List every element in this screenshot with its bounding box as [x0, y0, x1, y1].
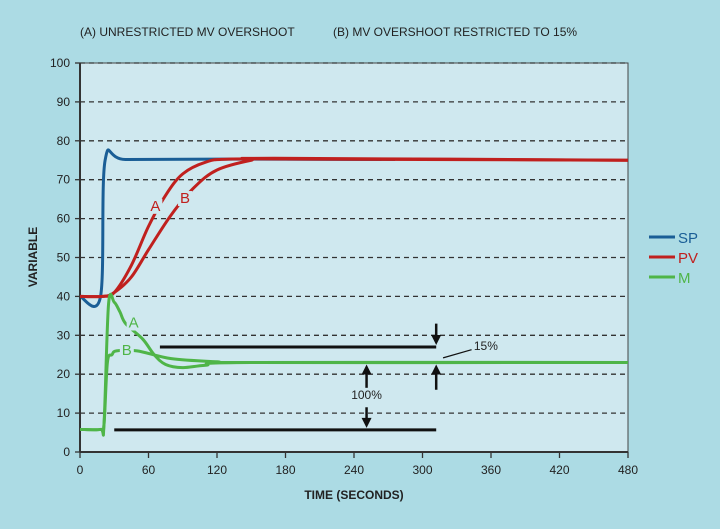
span-down-arrow-icon: [361, 417, 372, 428]
series-label: A: [129, 315, 139, 332]
y-tick-label: 60: [57, 212, 71, 226]
grid: [80, 62, 628, 414]
x-axis-label: TIME (SECONDS): [304, 488, 403, 502]
span-100-label: 100%: [351, 388, 382, 402]
limit-leader-line: [442, 349, 472, 359]
x-tick-label: 420: [549, 463, 569, 477]
x-tick-label: 180: [275, 463, 295, 477]
axis-ticks: 0 10 20 30 40 50 60 70 80 90 100 0 60 120 180 240 300 360…: [50, 56, 638, 477]
x-tick-label: 0: [77, 463, 84, 477]
title-b: (B) MV OVERSHOOT RESTRICTED TO 15%: [333, 25, 577, 39]
label-gap: [148, 198, 163, 214]
annotations: 100% 15%: [114, 323, 498, 432]
legend-label-pv: PV: [678, 250, 698, 267]
y-tick-label: 30: [57, 328, 71, 342]
label-gap: [119, 342, 134, 358]
legend: SP PV M: [649, 230, 698, 287]
limit-up-arrow-icon: [431, 364, 442, 375]
x-tick-label: 240: [344, 463, 364, 477]
y-tick-label: 50: [57, 251, 71, 265]
x-tick-label: 360: [481, 463, 501, 477]
y-tick-label: 10: [57, 406, 71, 420]
span-up-arrow-icon: [361, 364, 372, 375]
label-gap: [178, 191, 193, 207]
series-lines: A BAB: [79, 148, 629, 437]
series-label: B: [180, 190, 190, 207]
x-tick-label: 480: [618, 463, 638, 477]
title-a: (A) UNRESTRICTED MV OVERSHOOT: [80, 25, 295, 39]
x-tick-label: 300: [412, 463, 432, 477]
legend-label-m: M: [678, 270, 691, 287]
limit-down-arrow-icon: [431, 334, 442, 345]
series-label: B: [122, 342, 132, 359]
x-tick-label: 60: [142, 463, 156, 477]
y-tick-label: 100: [50, 56, 70, 70]
y-tick-label: 70: [57, 173, 71, 187]
legend-label-sp: SP: [678, 230, 698, 247]
y-tick-label: 40: [57, 289, 71, 303]
label-gap: [126, 315, 141, 331]
y-tick-label: 80: [57, 134, 71, 148]
x-tick-label: 120: [207, 463, 227, 477]
series-label: A: [150, 198, 160, 215]
y-axis-label: VARIABLE: [26, 227, 40, 287]
limit-15-label: 15%: [474, 339, 498, 353]
y-tick-label: 90: [57, 95, 71, 109]
y-tick-label: 0: [63, 445, 70, 459]
y-tick-label: 20: [57, 367, 71, 381]
